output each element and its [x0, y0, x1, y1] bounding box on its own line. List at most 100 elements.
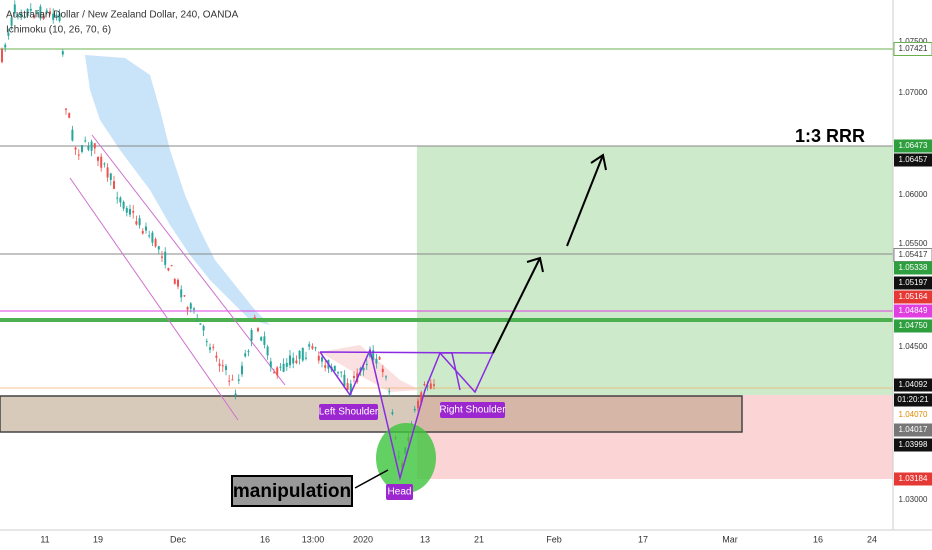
- left-shoulder-label: Left Shoulder: [319, 407, 379, 418]
- candle-body: [1, 49, 3, 63]
- candle-body: [372, 350, 375, 361]
- candle-body: [218, 363, 221, 366]
- candle-body: [429, 383, 432, 389]
- time-label: 21: [474, 534, 484, 544]
- candle-body: [279, 366, 282, 368]
- candle-body: [353, 376, 355, 379]
- candle-body: [317, 355, 320, 361]
- price-label-bg: [894, 423, 932, 437]
- candle-body: [292, 357, 295, 364]
- candle-body: [74, 147, 77, 150]
- candle-body: [103, 163, 106, 165]
- price-label: 1.04849: [899, 306, 928, 315]
- arrow: [354, 469, 389, 489]
- candle-body: [337, 372, 339, 374]
- right-shoulder-label: Right Shoulder: [439, 405, 506, 416]
- candle-body: [39, 6, 42, 19]
- candle-body: [97, 156, 99, 161]
- indicator-label: Ichimoku (10, 26, 70, 6): [6, 25, 111, 36]
- time-label: 13: [420, 534, 430, 544]
- candle-body: [388, 391, 391, 393]
- candle-body: [42, 15, 45, 20]
- price-label-bg: [894, 276, 932, 290]
- candle-body: [122, 201, 125, 209]
- candle-body: [135, 221, 138, 225]
- candle-body: [193, 308, 195, 310]
- candle-body: [113, 181, 115, 189]
- candle-body: [141, 231, 144, 234]
- arrow: [526, 256, 544, 273]
- candle-body: [250, 330, 253, 341]
- price-label: 1.04750: [899, 321, 928, 330]
- candle-body: [36, 12, 39, 14]
- price-label: 1.07000: [899, 88, 928, 97]
- price-label: 1.05164: [899, 292, 928, 301]
- candle-body: [109, 173, 112, 180]
- label-box: [231, 475, 353, 507]
- candle-body: [295, 360, 298, 364]
- candle-body: [45, 10, 48, 13]
- time-label: 24: [867, 534, 877, 544]
- candle-body: [61, 51, 64, 55]
- price-label: 1.03184: [899, 474, 928, 483]
- label-box: [319, 404, 378, 420]
- price-label: 1.07421: [899, 44, 928, 53]
- candle-body: [13, 4, 16, 14]
- candle-body: [90, 141, 93, 151]
- candle-body: [378, 357, 381, 360]
- candle-body: [433, 384, 435, 386]
- candle-body: [23, 16, 26, 18]
- ichimoku-cloud: [85, 55, 270, 325]
- candle-body: [87, 146, 90, 150]
- candle-body: [26, 9, 29, 17]
- candle-body: [234, 393, 237, 396]
- candle-body: [349, 383, 352, 395]
- candle-body: [260, 337, 263, 341]
- price-label: 1.03998: [899, 440, 928, 449]
- price-label: 1.07500: [899, 37, 928, 46]
- time-label: 16: [813, 534, 823, 544]
- price-label-bg: [894, 472, 932, 486]
- candle-body: [4, 44, 7, 48]
- candle-body: [221, 365, 224, 367]
- candle-body: [177, 279, 179, 287]
- price-label: 1.05500: [899, 239, 928, 248]
- candle-body: [20, 13, 23, 17]
- time-label: 17: [638, 534, 648, 544]
- candle-body: [33, 15, 35, 18]
- time-label: 16: [260, 534, 270, 544]
- candle-body: [298, 350, 301, 359]
- candle-body: [93, 143, 96, 149]
- candle-body: [52, 13, 55, 20]
- candle-body: [161, 256, 163, 258]
- candle-body: [167, 267, 170, 271]
- candles: [1, 0, 435, 472]
- candle-body: [183, 295, 186, 297]
- price-label-bg: [894, 304, 932, 318]
- candle-body: [413, 408, 416, 411]
- label-box: [386, 484, 413, 500]
- candle-body: [170, 265, 173, 267]
- price-label-bg: [894, 139, 932, 153]
- candle-body: [106, 167, 109, 178]
- candle-body: [225, 366, 227, 371]
- candle-body: [343, 374, 346, 387]
- candle-body: [244, 353, 247, 357]
- price-label-bg: [894, 393, 932, 407]
- candle-body: [205, 341, 208, 343]
- candle-body: [148, 235, 151, 237]
- candle-body: [417, 400, 419, 409]
- profit-zone: [417, 146, 893, 395]
- candle-body: [365, 363, 368, 365]
- candle-body: [257, 328, 259, 332]
- candle-body: [151, 232, 154, 243]
- candle-body: [199, 323, 202, 325]
- candle-body: [301, 347, 304, 361]
- candle-body: [209, 347, 211, 350]
- candle-body: [84, 140, 87, 142]
- candle-body: [186, 307, 189, 310]
- candle-body: [247, 351, 250, 353]
- candle-body: [381, 368, 384, 373]
- rrr-label: 1:3 RRR: [795, 126, 865, 146]
- price-label-bg: [894, 153, 932, 167]
